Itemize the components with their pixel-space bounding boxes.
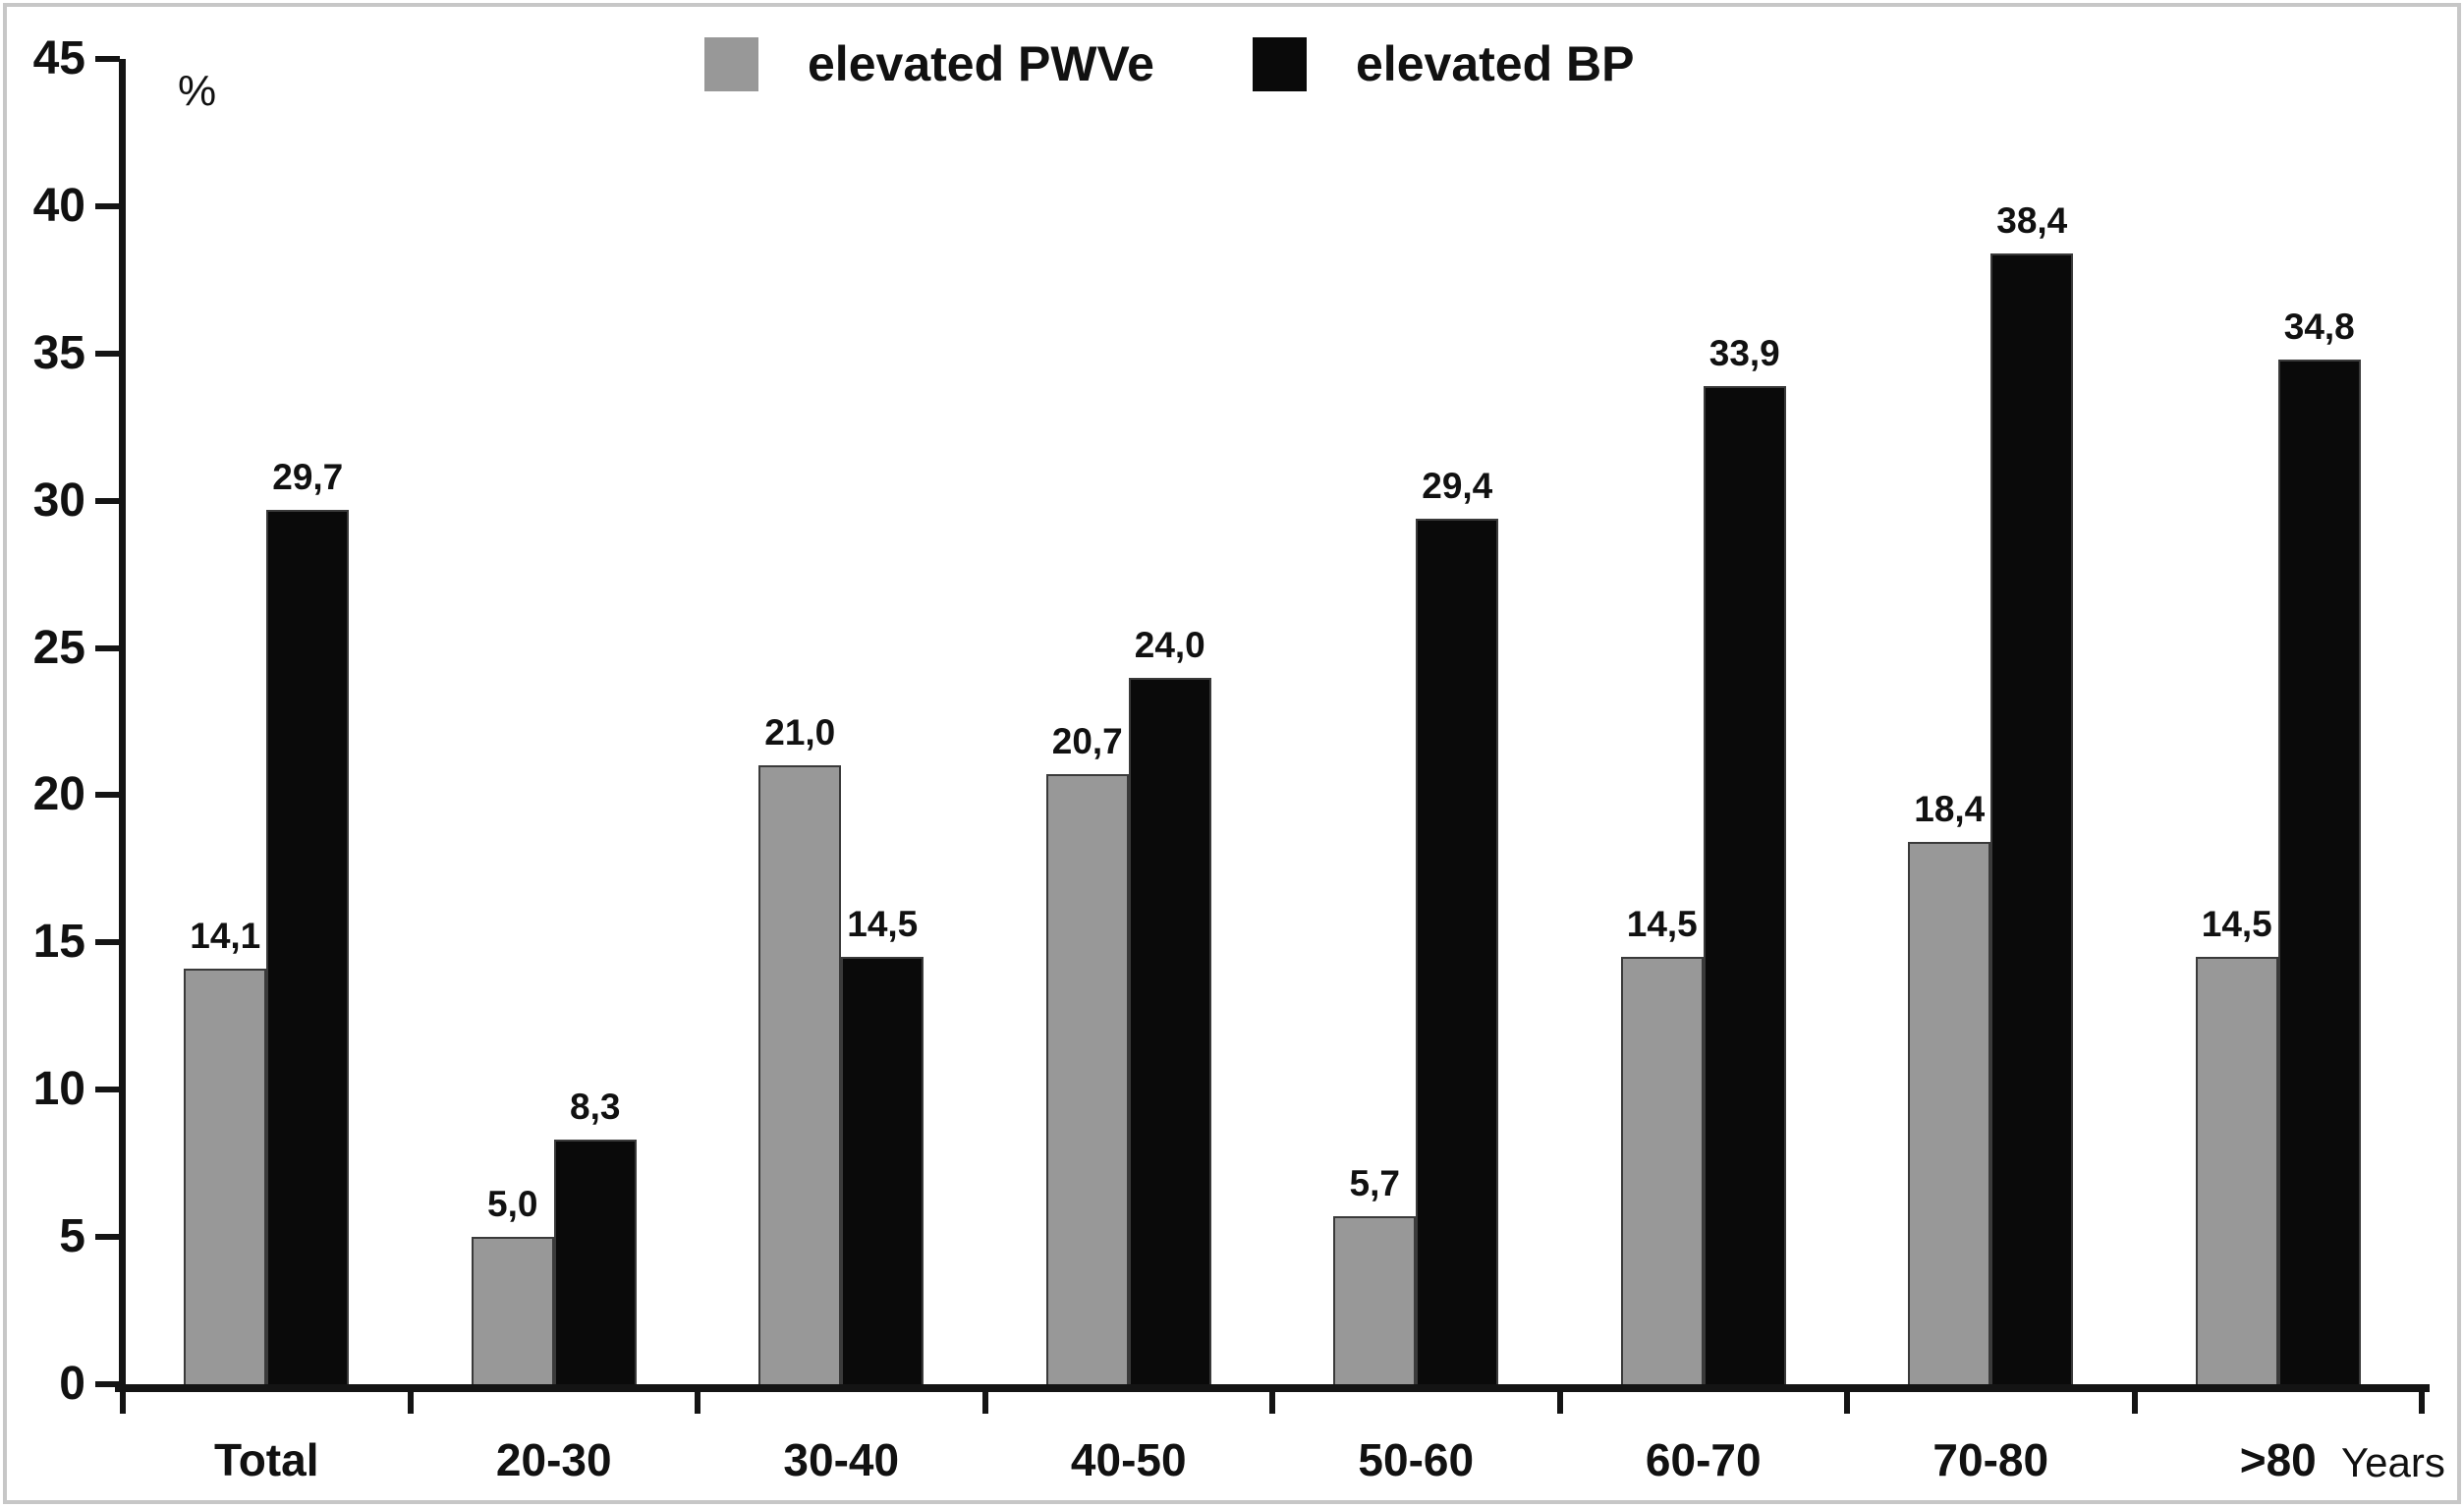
x-tick <box>120 1390 126 1414</box>
category-label: >80 <box>2239 1434 2317 1485</box>
y-tick-label: 20 <box>32 768 85 821</box>
category-label: 20-30 <box>495 1434 612 1485</box>
y-tick-label: 5 <box>59 1210 85 1263</box>
y-tick <box>95 1234 120 1241</box>
legend-label-elevated-pwve: elevated PWVe <box>808 36 1154 91</box>
bar-bp <box>553 1140 637 1384</box>
bar-value-label: 14,5 <box>1626 904 1698 945</box>
x-tick <box>407 1390 414 1414</box>
bar-value-label: 20,7 <box>1051 721 1123 762</box>
y-tick <box>95 202 120 209</box>
bar-value-label: 34,8 <box>2283 306 2355 347</box>
x-tick <box>2131 1390 2138 1414</box>
y-axis-line <box>119 59 126 1391</box>
x-tick <box>1269 1390 1275 1414</box>
x-tick <box>1844 1390 1850 1414</box>
y-tick-label: 30 <box>32 474 85 527</box>
bar-bp <box>2277 359 2361 1384</box>
x-axis-unit-label: Years <box>2341 1439 2445 1485</box>
y-tick-label: 25 <box>32 621 85 674</box>
bar-pwve <box>2195 957 2278 1384</box>
category-label: 50-60 <box>1358 1434 1475 1485</box>
bar-bp <box>1416 518 1499 1384</box>
category-label: Total <box>214 1434 319 1485</box>
y-tick <box>95 56 120 62</box>
y-tick <box>95 1381 120 1387</box>
legend-item-elevated-pwve: elevated PWVe <box>704 36 1154 91</box>
legend-swatch-elevated-pwve <box>704 36 758 91</box>
bar-pwve <box>1045 774 1129 1384</box>
bar-pwve <box>1333 1216 1417 1384</box>
category-label: 30-40 <box>783 1434 900 1485</box>
category-label: 40-50 <box>1070 1434 1187 1485</box>
x-tick <box>2419 1390 2425 1414</box>
bar-value-label: 18,4 <box>1914 789 1986 830</box>
category-label: 60-70 <box>1645 1434 1762 1485</box>
y-tick <box>95 644 120 651</box>
bar-value-label: 21,0 <box>764 712 836 754</box>
bar-value-label: 14,5 <box>847 904 919 945</box>
y-tick-label: 45 <box>32 32 85 84</box>
bar-pwve <box>758 765 842 1384</box>
bar-pwve <box>1620 957 1704 1384</box>
bar-value-label: 5,7 <box>1349 1163 1400 1204</box>
legend-label-elevated-bp: elevated BP <box>1356 36 1635 91</box>
bar-value-label: 38,4 <box>1996 199 2068 241</box>
y-tick <box>95 497 120 504</box>
x-tick <box>981 1390 988 1414</box>
y-tick-label: 10 <box>32 1063 85 1116</box>
y-tick <box>95 350 120 357</box>
bar-bp <box>266 509 350 1384</box>
bar-bp <box>1990 252 2074 1384</box>
bar-value-label: 29,4 <box>1422 465 1493 506</box>
bar-bp <box>1703 385 1786 1384</box>
bar-value-label: 8,3 <box>570 1087 621 1128</box>
bar-value-label: 14,1 <box>190 916 261 957</box>
chart-frame: elevated PWVe elevated BP % Years 0 5 10 15… <box>3 3 2461 1504</box>
legend-swatch-elevated-bp <box>1253 36 1307 91</box>
y-axis-unit-label: % <box>178 67 217 115</box>
bar-pwve <box>471 1237 554 1384</box>
y-tick <box>95 792 120 799</box>
bar-value-label: 29,7 <box>272 456 344 497</box>
bar-bp <box>1128 677 1211 1384</box>
bar-pwve <box>1908 842 1991 1384</box>
bar-value-label: 14,5 <box>2201 904 2272 945</box>
bar-value-label: 5,0 <box>487 1184 538 1225</box>
category-label: 70-80 <box>1932 1434 2049 1485</box>
bar-value-label: 33,9 <box>1708 332 1780 373</box>
bar-value-label: 24,0 <box>1134 624 1205 665</box>
y-tick <box>95 939 120 946</box>
x-tick <box>1556 1390 1563 1414</box>
bar-pwve <box>184 969 267 1384</box>
y-tick-label: 40 <box>32 179 85 232</box>
y-tick-label: 15 <box>32 916 85 969</box>
y-tick-label: 35 <box>32 326 85 379</box>
plot-area: % Years 0 5 10 15 20 25 30 35 40 45 14,1 29,7 Total 5… <box>33 34 2445 1486</box>
y-tick-label: 0 <box>59 1358 85 1410</box>
y-tick <box>95 1087 120 1093</box>
legend-item-elevated-bp: elevated BP <box>1253 36 1634 91</box>
x-axis-line <box>115 1384 2430 1392</box>
bar-bp <box>841 957 924 1384</box>
x-tick <box>695 1390 700 1414</box>
